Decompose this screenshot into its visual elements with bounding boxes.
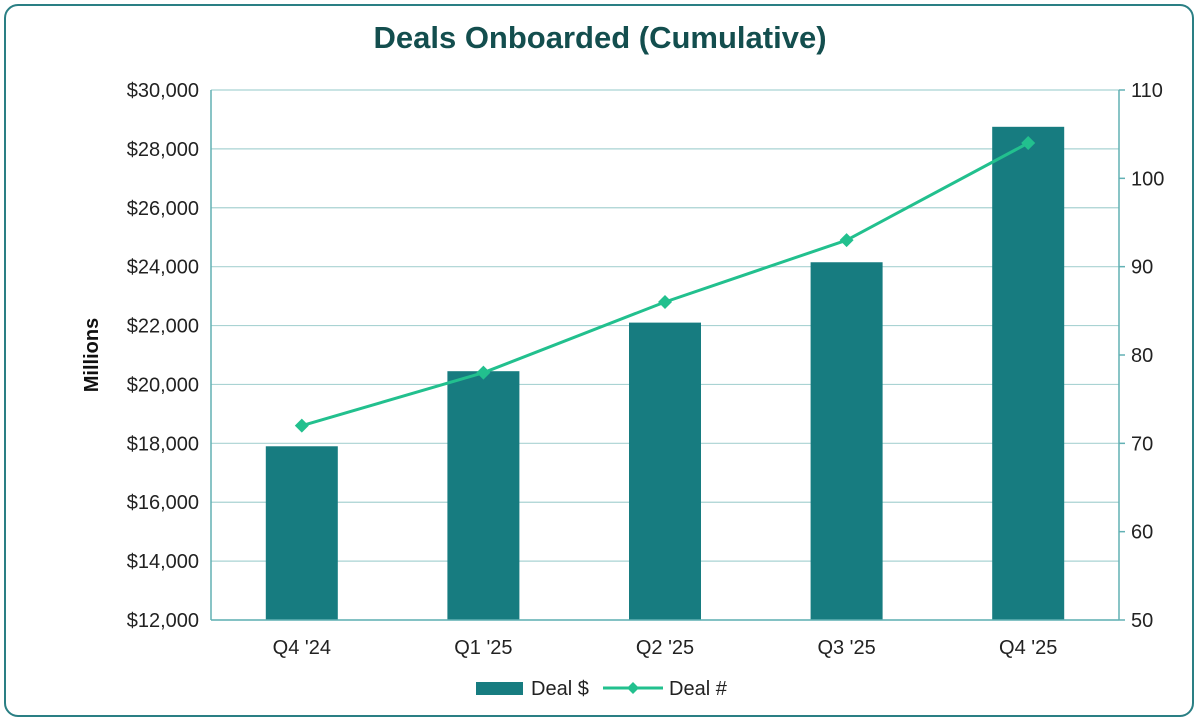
point-deal-count bbox=[1021, 136, 1036, 150]
y-tick-label: $26,000 bbox=[127, 198, 199, 220]
x-tick-label: Q1 '25 bbox=[454, 637, 512, 659]
y-tick-label: $14,000 bbox=[127, 551, 199, 573]
x-tick-label: Q3 '25 bbox=[817, 637, 875, 659]
chart-title: Deals Onboarded (Cumulative) bbox=[373, 20, 827, 55]
legend: Deal $ Deal # bbox=[476, 678, 728, 700]
y-tick-label: $24,000 bbox=[127, 257, 199, 279]
y-tick-label: $18,000 bbox=[127, 433, 199, 455]
line-series bbox=[294, 136, 1036, 433]
y2-tick-label: 70 bbox=[1131, 433, 1153, 455]
y2-tick-label: 110 bbox=[1131, 80, 1163, 102]
y-tick-label: $12,000 bbox=[127, 610, 199, 632]
y-tick-label: $28,000 bbox=[127, 139, 199, 161]
legend-label-deal-dollars: Deal $ bbox=[531, 678, 589, 700]
point-deal-count bbox=[476, 365, 491, 380]
legend-swatch-deal-dollars bbox=[476, 682, 523, 695]
y-axis-title: Millions bbox=[81, 318, 103, 392]
y2-tick-label: 50 bbox=[1131, 610, 1153, 632]
point-deal-count bbox=[658, 295, 672, 309]
y-tick-label: $30,000 bbox=[127, 80, 199, 102]
tick-labels: $12,000 $14,000 $16,000 $18,000 $20,000 $22,0… bbox=[127, 80, 1165, 659]
x-tick-label: Q2 '25 bbox=[636, 637, 694, 659]
bar-deal-dollars bbox=[810, 262, 883, 620]
bar-deal-dollars bbox=[447, 371, 520, 620]
y2-tick-label: 80 bbox=[1131, 345, 1153, 367]
bar-deal-dollars bbox=[992, 126, 1065, 621]
y-tick-label: $16,000 bbox=[127, 492, 199, 514]
bar-deal-dollars bbox=[629, 322, 701, 620]
y-tick-label: $20,000 bbox=[127, 374, 199, 396]
x-tick-label: Q4 '24 bbox=[273, 637, 331, 659]
y2-tick-label: 60 bbox=[1131, 522, 1153, 544]
legend-marker-deal-count bbox=[627, 682, 639, 694]
point-deal-count bbox=[839, 233, 854, 248]
y-tick-label: $22,000 bbox=[127, 316, 199, 338]
bar-series bbox=[265, 126, 1065, 621]
y2-tick-label: 100 bbox=[1131, 168, 1164, 190]
point-deal-count bbox=[294, 418, 309, 433]
bar-deal-dollars bbox=[265, 446, 338, 620]
x-tick-label: Q4 '25 bbox=[999, 637, 1057, 659]
legend-label-deal-count: Deal # bbox=[669, 678, 728, 700]
y2-tick-label: 90 bbox=[1131, 257, 1153, 279]
